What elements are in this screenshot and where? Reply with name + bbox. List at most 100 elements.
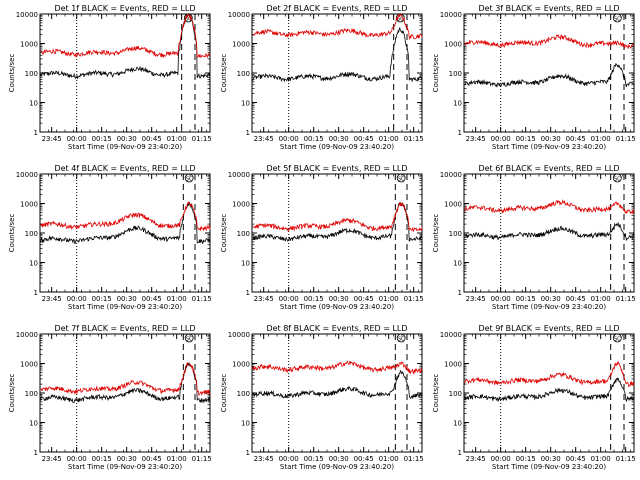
x-tick-label: 00:00: [491, 135, 511, 143]
sc-marker-circle: [184, 333, 194, 343]
sc-marker-circle: [184, 173, 194, 183]
sc-marker-label: SC: [186, 337, 193, 343]
x-tick-label: 00:15: [304, 295, 324, 303]
panel-5: Det 5f BLACK = Events, RED = LLD 1 10 100 10…: [220, 164, 424, 311]
x-axis-label: Start Time (09-Nov-09 23:40:20): [492, 463, 606, 471]
plot-frame: [463, 13, 635, 133]
y-tick-label: 100: [449, 390, 462, 398]
x-tick-label: 00:45: [566, 295, 586, 303]
panel-title: Det 9f BLACK = Events, RED = LLD: [478, 324, 619, 333]
panel-1: Det 1f BLACK = Events, RED = LLD 1 10 100 10…: [8, 4, 212, 151]
x-tick-label: 01:00: [167, 135, 187, 143]
panel-title: Det 8f BLACK = Events, RED = LLD: [266, 324, 407, 333]
y-tick-label: 100: [449, 230, 462, 238]
x-tick-label: 23:45: [466, 135, 486, 143]
sc-marker-label: SC: [614, 177, 621, 183]
y-tick-label: 100: [237, 230, 250, 238]
series-events-line: [464, 62, 635, 88]
y-tick-label: 1: [246, 129, 250, 137]
sc-marker-label: SC: [397, 17, 404, 23]
x-tick-label: 01:00: [167, 455, 187, 463]
y-tick-label: 1000: [444, 201, 462, 209]
y-tick-label: 1: [458, 449, 462, 457]
x-tick-label: 00:15: [304, 135, 324, 143]
x-tick-label: 00:45: [142, 295, 162, 303]
x-tick-label: 23:45: [466, 295, 486, 303]
panel-title: Det 7f BLACK = Events, RED = LLD: [54, 324, 195, 333]
series-events-line: [464, 221, 635, 242]
x-tick-label: 00:15: [92, 135, 112, 143]
x-tick-label: 00:30: [117, 455, 137, 463]
x-tick-label: 00:45: [354, 295, 374, 303]
series-events-line: [40, 202, 211, 245]
x-tick-label: 00:00: [67, 295, 87, 303]
y-tick-label: 1000: [444, 361, 462, 369]
panel-3: Det 3f BLACK = Events, RED = LLD 1 10 100 10…: [432, 4, 636, 151]
x-tick-label: 00:00: [279, 295, 299, 303]
y-tick-label: 10: [453, 420, 462, 428]
y-tick-label: 10000: [440, 331, 462, 339]
y-tick-label: 1: [246, 289, 250, 297]
plot-frame: [39, 333, 211, 453]
x-tick-label: 00:30: [329, 295, 349, 303]
y-tick-label: 10000: [440, 11, 462, 19]
y-tick-label: 10: [29, 420, 38, 428]
sc-marker-label: SC: [398, 337, 405, 343]
x-tick-label: 00:15: [92, 455, 112, 463]
x-axis-label: Start Time (09-Nov-09 23:40:20): [280, 463, 394, 471]
x-tick-label: 01:15: [192, 295, 212, 303]
y-axis-label: Counts/sec: [220, 54, 228, 93]
series-events-line: [252, 26, 423, 83]
series-lld-line: [252, 360, 423, 375]
sc-marker-circle: [396, 333, 406, 343]
y-tick-label: 10: [241, 100, 250, 108]
x-tick-label: 00:15: [516, 135, 536, 143]
y-tick-label: 100: [25, 230, 38, 238]
panel-title: Det 4f BLACK = Events, RED = LLD: [54, 164, 195, 173]
sc-marker-label: SC: [614, 337, 621, 343]
x-axis-label: Start Time (09-Nov-09 23:40:20): [492, 303, 606, 311]
plot-frame: [251, 13, 423, 133]
series-lld-line: [464, 199, 635, 215]
series-lld-line: [40, 14, 211, 59]
panel-title: Det 2f BLACK = Events, RED = LLD: [266, 4, 407, 13]
y-axis-label: Counts/sec: [220, 374, 228, 413]
y-tick-label: 10: [29, 100, 38, 108]
x-tick-label: 00:00: [67, 455, 87, 463]
y-tick-label: 10000: [228, 171, 250, 179]
x-tick-label: 00:15: [516, 295, 536, 303]
series-lld-line: [464, 361, 635, 388]
x-tick-label: 00:30: [541, 455, 561, 463]
x-axis-label: Start Time (09-Nov-09 23:40:20): [68, 463, 182, 471]
x-tick-label: 01:00: [379, 455, 399, 463]
series-events-line: [40, 361, 211, 404]
y-tick-label: 1000: [20, 361, 38, 369]
x-tick-label: 01:00: [379, 295, 399, 303]
series-events-line: [252, 369, 423, 400]
x-tick-label: 00:30: [329, 135, 349, 143]
x-tick-label: 00:45: [142, 135, 162, 143]
x-tick-label: 00:00: [491, 455, 511, 463]
series-lld-line: [252, 14, 423, 41]
series-events-line: [464, 377, 635, 403]
series-lld-line: [252, 202, 423, 233]
x-tick-label: 01:00: [591, 135, 611, 143]
y-tick-label: 100: [237, 390, 250, 398]
y-tick-label: 10: [241, 260, 250, 268]
x-tick-label: 00:15: [516, 455, 536, 463]
y-tick-label: 10: [453, 260, 462, 268]
panel-7: Det 7f BLACK = Events, RED = LLD 1 10 100 10…: [8, 324, 212, 471]
y-tick-label: 10000: [16, 11, 38, 19]
x-axis-label: Start Time (09-Nov-09 23:40:20): [68, 303, 182, 311]
y-tick-label: 10: [29, 260, 38, 268]
x-tick-label: 00:15: [92, 295, 112, 303]
y-tick-label: 1: [458, 129, 462, 137]
x-tick-label: 01:00: [379, 135, 399, 143]
x-tick-label: 00:30: [541, 135, 561, 143]
y-axis-label: Counts/sec: [8, 374, 16, 413]
y-tick-label: 10000: [440, 171, 462, 179]
x-tick-label: 01:15: [404, 455, 424, 463]
y-tick-label: 10: [453, 100, 462, 108]
y-tick-label: 1000: [444, 41, 462, 49]
y-tick-label: 1000: [232, 361, 250, 369]
